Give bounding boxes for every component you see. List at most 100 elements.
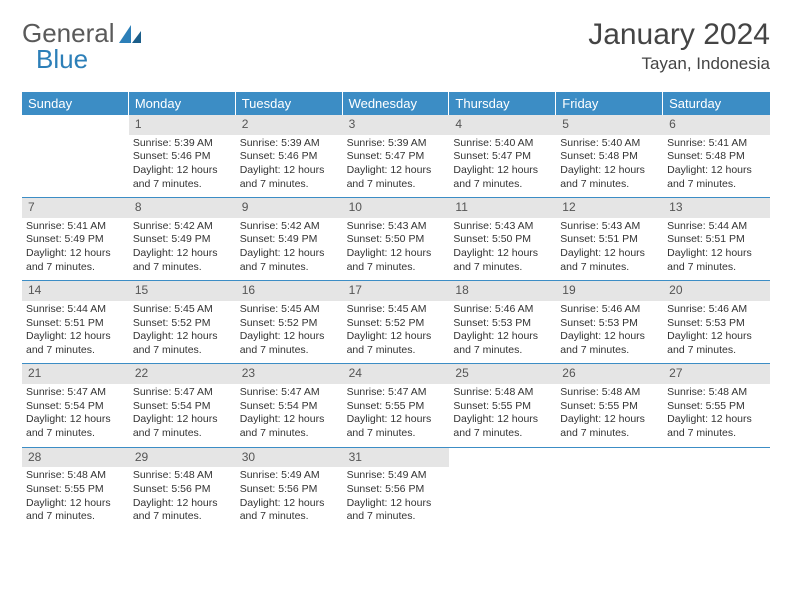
daylight-line: Daylight: 12 hours and 7 minutes. (133, 164, 232, 191)
sunset-line: Sunset: 5:50 PM (453, 233, 552, 247)
day-number: 19 (556, 281, 663, 301)
day-number: 29 (129, 448, 236, 468)
sunset-line: Sunset: 5:51 PM (667, 233, 766, 247)
sunrise-line: Sunrise: 5:43 AM (347, 220, 446, 234)
day-number: 9 (236, 198, 343, 218)
sunrise-line: Sunrise: 5:44 AM (26, 303, 125, 317)
sunset-line: Sunset: 5:50 PM (347, 233, 446, 247)
sunrise-line: Sunrise: 5:39 AM (240, 137, 339, 151)
day-number: 28 (22, 448, 129, 468)
day-number: 26 (556, 364, 663, 384)
day-cell: 19Sunrise: 5:46 AMSunset: 5:53 PMDayligh… (556, 281, 663, 363)
sunset-line: Sunset: 5:51 PM (560, 233, 659, 247)
week-row: 7Sunrise: 5:41 AMSunset: 5:49 PMDaylight… (22, 198, 770, 281)
daylight-line: Daylight: 12 hours and 7 minutes. (26, 247, 125, 274)
daylight-line: Daylight: 12 hours and 7 minutes. (453, 164, 552, 191)
sunset-line: Sunset: 5:46 PM (240, 150, 339, 164)
day-number: 12 (556, 198, 663, 218)
sunrise-line: Sunrise: 5:47 AM (347, 386, 446, 400)
sunset-line: Sunset: 5:55 PM (453, 400, 552, 414)
day-number: 20 (663, 281, 770, 301)
sunrise-line: Sunrise: 5:45 AM (240, 303, 339, 317)
sunrise-line: Sunrise: 5:43 AM (560, 220, 659, 234)
sunrise-line: Sunrise: 5:48 AM (26, 469, 125, 483)
daylight-line: Daylight: 12 hours and 7 minutes. (133, 247, 232, 274)
day-number: 23 (236, 364, 343, 384)
daylight-line: Daylight: 12 hours and 7 minutes. (240, 164, 339, 191)
weekday-label: Sunday (22, 92, 129, 115)
day-number: 21 (22, 364, 129, 384)
weekday-label: Wednesday (343, 92, 450, 115)
month-title: January 2024 (588, 18, 770, 52)
sunrise-line: Sunrise: 5:39 AM (133, 137, 232, 151)
day-number: 30 (236, 448, 343, 468)
sunset-line: Sunset: 5:48 PM (667, 150, 766, 164)
title-block: January 2024 Tayan, Indonesia (588, 18, 770, 74)
day-cell: 25Sunrise: 5:48 AMSunset: 5:55 PMDayligh… (449, 364, 556, 446)
day-cell: 24 Sunrise: 5:47 AMSunset: 5:55 PMDayligh… (343, 364, 450, 446)
day-cell: 28Sunrise: 5:48 AMSunset: 5:55 PMDayligh… (22, 448, 129, 530)
day-cell: 1Sunrise: 5:39 AMSunset: 5:46 PMDaylight… (129, 115, 236, 197)
daylight-line: Daylight: 12 hours and 7 minutes. (240, 330, 339, 357)
sunset-line: Sunset: 5:55 PM (347, 400, 446, 414)
sunset-line: Sunset: 5:56 PM (133, 483, 232, 497)
day-cell: 30Sunrise: 5:49 AMSunset: 5:56 PMDayligh… (236, 448, 343, 530)
daylight-line: Daylight: 12 hours and 7 minutes. (133, 497, 232, 524)
daylight-line: Daylight: 12 hours and 7 minutes. (560, 330, 659, 357)
day-number: 8 (129, 198, 236, 218)
daylight-line: Daylight: 12 hours and 7 minutes. (347, 413, 446, 440)
sunrise-line: Sunrise: 5:48 AM (133, 469, 232, 483)
day-cell: 31Sunrise: 5:49 AMSunset: 5:56 PMDayligh… (343, 448, 450, 530)
sunrise-line: Sunrise: 5:47 AM (133, 386, 232, 400)
day-cell: 8 Sunrise: 5:42 AMSunset: 5:49 PMDaylight… (129, 198, 236, 280)
day-cell: 18Sunrise: 5:46 AMSunset: 5:53 PMDayligh… (449, 281, 556, 363)
sunset-line: Sunset: 5:49 PM (26, 233, 125, 247)
day-cell: 0 (449, 448, 556, 530)
day-cell: 15Sunrise: 5:45 AMSunset: 5:52 PMDayligh… (129, 281, 236, 363)
sunset-line: Sunset: 5:55 PM (667, 400, 766, 414)
day-number: 22 (129, 364, 236, 384)
daylight-line: Daylight: 12 hours and 7 minutes. (26, 413, 125, 440)
sunset-line: Sunset: 5:54 PM (26, 400, 125, 414)
day-cell: 4Sunrise: 5:40 AMSunset: 5:47 PMDaylight… (449, 115, 556, 197)
day-number: 14 (22, 281, 129, 301)
daylight-line: Daylight: 12 hours and 7 minutes. (453, 247, 552, 274)
sunrise-line: Sunrise: 5:42 AM (240, 220, 339, 234)
day-number: 4 (449, 115, 556, 135)
sunrise-line: Sunrise: 5:46 AM (453, 303, 552, 317)
sunrise-line: Sunrise: 5:46 AM (667, 303, 766, 317)
weekday-label: Friday (556, 92, 663, 115)
header: General January 2024 Tayan, Indonesia (22, 18, 770, 74)
week-row: 14Sunrise: 5:44 AMSunset: 5:51 PMDayligh… (22, 281, 770, 364)
sunrise-line: Sunrise: 5:48 AM (560, 386, 659, 400)
day-cell: 0 (556, 448, 663, 530)
day-cell: 22Sunrise: 5:47 AMSunset: 5:54 PMDayligh… (129, 364, 236, 446)
sunrise-line: Sunrise: 5:40 AM (453, 137, 552, 151)
weekday-label: Saturday (663, 92, 770, 115)
daylight-line: Daylight: 12 hours and 7 minutes. (347, 330, 446, 357)
day-cell: 21Sunrise: 5:47 AMSunset: 5:54 PMDayligh… (22, 364, 129, 446)
sunrise-line: Sunrise: 5:42 AM (133, 220, 232, 234)
sunset-line: Sunset: 5:46 PM (133, 150, 232, 164)
daylight-line: Daylight: 12 hours and 7 minutes. (240, 413, 339, 440)
daylight-line: Daylight: 12 hours and 7 minutes. (26, 497, 125, 524)
day-cell: 0 (663, 448, 770, 530)
daylight-line: Daylight: 12 hours and 7 minutes. (667, 330, 766, 357)
weekday-label: Tuesday (236, 92, 343, 115)
sunset-line: Sunset: 5:53 PM (560, 317, 659, 331)
sunset-line: Sunset: 5:47 PM (347, 150, 446, 164)
day-cell: 10Sunrise: 5:43 AMSunset: 5:50 PMDayligh… (343, 198, 450, 280)
day-cell: 11Sunrise: 5:43 AMSunset: 5:50 PMDayligh… (449, 198, 556, 280)
day-cell: 9Sunrise: 5:42 AMSunset: 5:49 PMDaylight… (236, 198, 343, 280)
sunrise-line: Sunrise: 5:44 AM (667, 220, 766, 234)
day-cell: 26Sunrise: 5:48 AMSunset: 5:55 PMDayligh… (556, 364, 663, 446)
day-cell: 20Sunrise: 5:46 AMSunset: 5:53 PMDayligh… (663, 281, 770, 363)
sunrise-line: Sunrise: 5:41 AM (26, 220, 125, 234)
daylight-line: Daylight: 12 hours and 7 minutes. (667, 247, 766, 274)
day-number: 11 (449, 198, 556, 218)
day-number: 24 (343, 364, 450, 384)
week-row: 01Sunrise: 5:39 AMSunset: 5:46 PMDayligh… (22, 115, 770, 198)
day-cell: 3Sunrise: 5:39 AMSunset: 5:47 PMDaylight… (343, 115, 450, 197)
sunset-line: Sunset: 5:54 PM (133, 400, 232, 414)
sunset-line: Sunset: 5:49 PM (133, 233, 232, 247)
